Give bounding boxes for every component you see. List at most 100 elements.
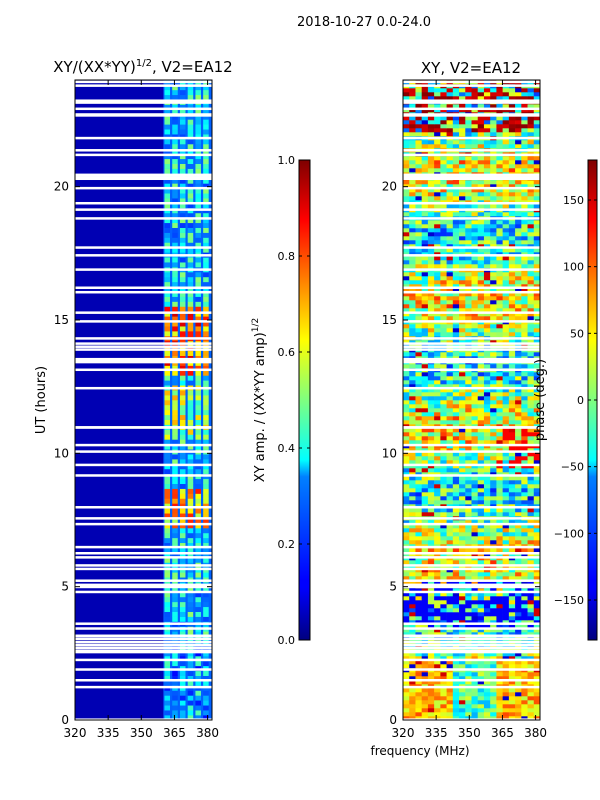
phase-cell — [483, 652, 491, 657]
amplitude-cell — [195, 660, 201, 667]
amplitude-cell — [203, 168, 209, 174]
phase-cell — [483, 388, 491, 393]
phase-cell — [452, 168, 460, 173]
phase-cell — [415, 144, 422, 149]
amplitude-cell — [187, 705, 194, 711]
phase-cell — [415, 188, 422, 193]
phase-cell — [465, 532, 472, 537]
phase-cell — [465, 612, 472, 617]
phase-cell — [459, 284, 466, 289]
phase-cell — [434, 688, 441, 693]
phase-cell — [490, 616, 497, 621]
phase-cell — [477, 284, 485, 289]
phase-cell — [527, 712, 535, 717]
phase-cell — [465, 576, 472, 581]
phase-cell — [515, 380, 522, 385]
phase-cell — [515, 508, 522, 513]
phase-cell — [427, 528, 435, 533]
phase-cell — [415, 468, 422, 473]
amplitude-cell — [164, 670, 171, 676]
amplitude-flag-gap — [75, 149, 212, 152]
amplitude-cell — [172, 429, 178, 435]
phase-cell — [452, 308, 460, 313]
amplitude-cell — [195, 119, 201, 125]
phase-cell — [427, 140, 435, 145]
phase-cell — [496, 432, 503, 437]
amplitude-cell — [187, 532, 194, 539]
phase-cell — [508, 692, 516, 697]
phase-cell — [403, 352, 410, 357]
phase-cell — [502, 400, 510, 405]
phase-cell — [465, 140, 472, 145]
phase-cell — [477, 592, 485, 597]
phase-cell — [521, 128, 528, 133]
amplitude-cell — [203, 596, 209, 603]
phase-cell — [427, 284, 435, 289]
phase-cell — [527, 276, 535, 281]
amplitude-cell — [195, 316, 201, 322]
phase-cell — [515, 188, 522, 193]
phase-cell — [415, 624, 422, 629]
phase-cell — [533, 196, 541, 201]
phase-cell — [409, 304, 416, 309]
amplitude-cell — [179, 552, 186, 558]
amplitude-cell — [187, 350, 194, 356]
phase-cell — [496, 364, 503, 369]
amplitude-cell — [179, 119, 186, 125]
phase-cell — [533, 168, 541, 173]
phase-cell — [434, 124, 441, 129]
phase-cell — [471, 88, 479, 93]
phase-cell — [427, 372, 435, 377]
phase-cell — [415, 296, 422, 301]
phase-cell — [459, 700, 466, 705]
amplitude-cell — [179, 395, 186, 401]
phase-cell — [533, 104, 541, 109]
amplitude-cell — [195, 656, 201, 662]
phase-cell — [471, 364, 479, 369]
phase-cell — [508, 296, 516, 301]
phase-cell — [452, 108, 460, 113]
phase-cell — [427, 392, 435, 397]
phase-cell — [508, 116, 516, 121]
phase-cell — [477, 508, 485, 513]
phase-cell — [459, 324, 466, 329]
phase-cell — [508, 92, 516, 97]
phase-cell — [446, 412, 454, 417]
amplitude-cell — [179, 518, 186, 524]
phase-cell — [421, 184, 429, 189]
phase-cell — [446, 536, 454, 541]
phase-cell — [421, 132, 429, 137]
phase-cell — [496, 296, 503, 301]
phase-cell — [409, 580, 416, 585]
amplitude-cell — [164, 459, 171, 465]
phase-cell — [483, 188, 491, 193]
phase-cell — [533, 288, 541, 293]
phase-cell — [527, 160, 535, 165]
amplitude-cell — [203, 488, 209, 494]
phase-cell — [496, 436, 503, 441]
phase-cell — [434, 600, 441, 605]
phase-cell — [421, 428, 429, 433]
amplitude-colorbar-tick-label: 1.0 — [278, 154, 296, 167]
phase-cell — [452, 96, 460, 101]
phase-cell — [403, 212, 410, 217]
phase-cell — [533, 192, 541, 197]
phase-cell — [515, 236, 522, 241]
phase-cell — [421, 160, 429, 165]
phase-cell — [527, 296, 535, 301]
amplitude-cell — [164, 94, 171, 100]
phase-cell — [446, 312, 454, 317]
amplitude-cell — [179, 247, 186, 253]
amplitude-cell — [164, 212, 171, 219]
phase-cell — [446, 144, 454, 149]
phase-cell — [502, 236, 510, 241]
phase-cell — [502, 512, 510, 517]
phase-cell — [427, 592, 435, 597]
amplitude-cell — [195, 542, 201, 548]
amplitude-cell — [203, 434, 209, 440]
phase-cell — [527, 416, 535, 421]
phase-cell — [427, 632, 435, 637]
phase-cell — [515, 212, 522, 217]
amplitude-cell — [172, 557, 178, 563]
phase-cell — [446, 196, 454, 201]
